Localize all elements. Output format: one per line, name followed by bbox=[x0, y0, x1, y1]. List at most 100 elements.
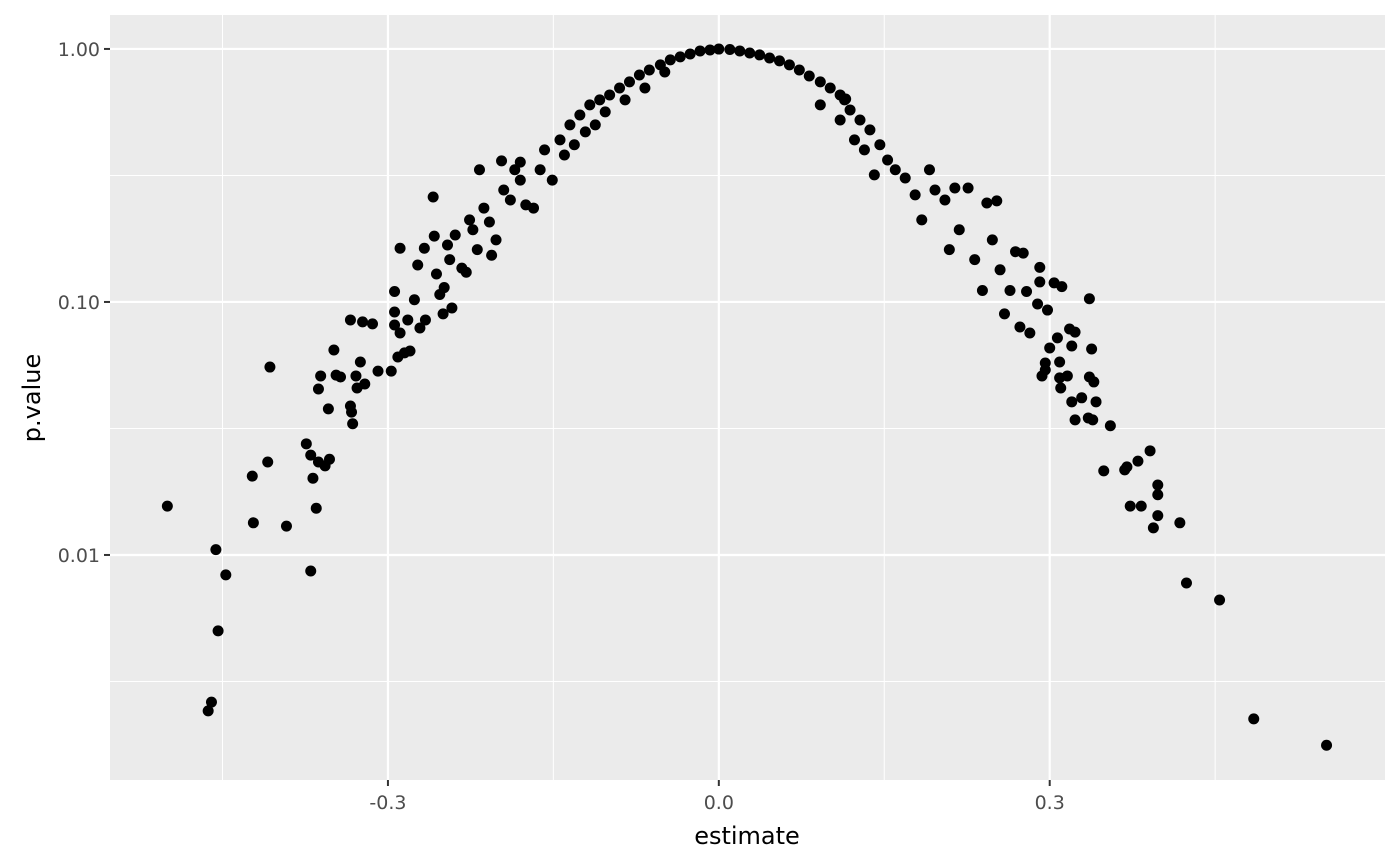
point bbox=[986, 234, 998, 246]
point bbox=[534, 164, 546, 176]
point bbox=[962, 182, 974, 194]
y-tick-label: 0.10 bbox=[58, 292, 100, 314]
point bbox=[1039, 357, 1051, 369]
point bbox=[694, 45, 706, 57]
point bbox=[1069, 414, 1081, 426]
point bbox=[262, 456, 274, 468]
point bbox=[754, 49, 766, 61]
point bbox=[1051, 332, 1063, 344]
point bbox=[659, 66, 671, 78]
point bbox=[473, 164, 485, 176]
point bbox=[1152, 510, 1164, 522]
x-tick-label: 0.0 bbox=[704, 792, 734, 814]
y-tick-label: 0.01 bbox=[58, 545, 100, 567]
point bbox=[414, 322, 426, 334]
point bbox=[246, 470, 258, 482]
point bbox=[981, 197, 993, 209]
point bbox=[1144, 445, 1156, 457]
point bbox=[446, 302, 458, 314]
point bbox=[604, 89, 616, 101]
point bbox=[554, 134, 566, 146]
point bbox=[929, 184, 941, 196]
point bbox=[509, 164, 521, 176]
point bbox=[1066, 340, 1078, 352]
point bbox=[874, 139, 886, 151]
point bbox=[357, 316, 369, 328]
point bbox=[643, 64, 655, 76]
point bbox=[783, 59, 795, 71]
point bbox=[247, 517, 259, 529]
point bbox=[202, 705, 214, 717]
point bbox=[793, 64, 805, 76]
point bbox=[1034, 276, 1046, 288]
point bbox=[350, 370, 362, 382]
point bbox=[639, 82, 651, 94]
point bbox=[408, 294, 420, 306]
point bbox=[568, 139, 580, 151]
point bbox=[402, 314, 414, 326]
point bbox=[744, 47, 756, 59]
point bbox=[1152, 479, 1164, 491]
point bbox=[467, 224, 479, 236]
point bbox=[1180, 577, 1192, 589]
point bbox=[1135, 500, 1147, 512]
point bbox=[684, 48, 696, 60]
point bbox=[307, 472, 319, 484]
point bbox=[619, 94, 631, 106]
point bbox=[889, 164, 901, 176]
point bbox=[346, 406, 358, 418]
point bbox=[347, 418, 359, 430]
point bbox=[1032, 298, 1044, 310]
point bbox=[438, 282, 450, 294]
point bbox=[460, 266, 472, 278]
point bbox=[1214, 594, 1226, 606]
point bbox=[734, 45, 746, 57]
point bbox=[1321, 739, 1333, 751]
point bbox=[814, 99, 826, 111]
point bbox=[1021, 285, 1033, 297]
point bbox=[858, 144, 870, 156]
point bbox=[844, 104, 856, 116]
point bbox=[437, 308, 449, 320]
point bbox=[464, 214, 476, 226]
point bbox=[412, 259, 424, 271]
point bbox=[599, 106, 611, 118]
point bbox=[814, 76, 826, 88]
point bbox=[389, 285, 401, 297]
point bbox=[442, 239, 453, 251]
point bbox=[1083, 371, 1095, 383]
point bbox=[514, 156, 526, 168]
point bbox=[1086, 343, 1098, 355]
point bbox=[558, 149, 570, 161]
point bbox=[444, 254, 456, 266]
point bbox=[1090, 396, 1102, 408]
point bbox=[427, 191, 439, 203]
point bbox=[1004, 284, 1016, 296]
point bbox=[1124, 500, 1136, 512]
point bbox=[1076, 392, 1088, 404]
point bbox=[949, 182, 961, 194]
point bbox=[315, 370, 327, 382]
point bbox=[389, 319, 401, 331]
point bbox=[504, 194, 516, 206]
point bbox=[1147, 522, 1159, 534]
y-axis-title: p.value bbox=[18, 354, 46, 442]
point bbox=[1104, 420, 1116, 432]
point bbox=[430, 268, 442, 280]
point bbox=[1174, 517, 1186, 529]
point bbox=[991, 195, 1003, 207]
point bbox=[939, 194, 951, 206]
point bbox=[854, 114, 866, 126]
point bbox=[394, 327, 406, 339]
point bbox=[1014, 321, 1026, 333]
point bbox=[394, 242, 406, 254]
point bbox=[969, 254, 981, 266]
point bbox=[834, 114, 846, 126]
point bbox=[1054, 356, 1066, 368]
point bbox=[419, 314, 431, 326]
point bbox=[1034, 261, 1046, 273]
point bbox=[943, 244, 955, 256]
y-tick-label: 1.00 bbox=[58, 39, 100, 61]
point bbox=[1042, 304, 1053, 316]
